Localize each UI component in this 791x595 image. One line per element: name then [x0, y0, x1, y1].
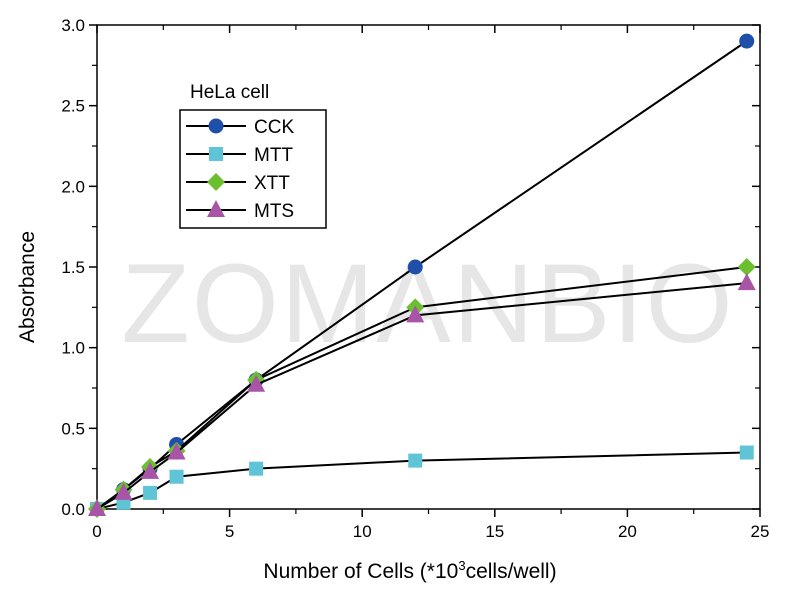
x-tick-label: 25	[751, 522, 770, 541]
legend-marker	[207, 173, 225, 191]
y-tick-label: 0.5	[61, 419, 85, 438]
series-mts	[88, 273, 756, 516]
data-point	[407, 259, 423, 275]
data-point	[141, 461, 160, 479]
axes: 0 5 10 15 20 25 0.0 0.5 1.0 1.5 2.0 2.5 3.0	[61, 16, 769, 541]
legend-entry: CCK	[186, 117, 294, 138]
data-point	[247, 374, 266, 392]
data-point	[167, 442, 186, 460]
x-axis-label: Number of Cells (*103cells/well)	[263, 558, 556, 583]
legend-title: HeLa cell	[190, 82, 269, 103]
y-tick-label: 0.0	[61, 500, 85, 519]
y-tick-label: 1.0	[61, 339, 85, 358]
legend-entry: MTT	[186, 145, 293, 166]
legend-label: MTT	[254, 145, 293, 166]
data-point	[737, 258, 756, 276]
data-point	[88, 499, 106, 516]
data-point	[737, 273, 756, 291]
legend-marker	[209, 147, 223, 161]
x-tick-label: 10	[353, 522, 372, 541]
legend-entry: MTS	[186, 200, 294, 222]
data-point	[739, 445, 754, 460]
data-point	[143, 485, 158, 500]
watermark: ZOMANBIO	[121, 241, 734, 366]
data-point	[169, 469, 184, 484]
legend-label: XTT	[254, 173, 290, 194]
legend-entry: XTT	[186, 173, 290, 194]
series-group	[88, 33, 756, 518]
legend-label: MTS	[254, 201, 294, 222]
y-tick-label: 3.0	[61, 16, 85, 35]
series-mtt	[90, 445, 754, 516]
y-tick-label: 2.5	[61, 97, 85, 116]
data-point	[249, 461, 264, 476]
data-point	[114, 482, 133, 500]
legend-marker	[207, 200, 225, 217]
y-axis-label: Absorbance	[16, 231, 39, 343]
x-tick-label: 20	[618, 522, 637, 541]
legend-label: CCK	[254, 117, 294, 138]
x-tick-label: 5	[225, 522, 234, 541]
y-tick-label: 2.0	[61, 177, 85, 196]
legend-marker	[208, 118, 224, 134]
data-point	[408, 453, 423, 468]
legend-box	[179, 109, 327, 229]
x-tick-label: 15	[485, 522, 504, 541]
data-point	[739, 33, 755, 49]
y-tick-label: 1.5	[61, 258, 85, 277]
x-tick-label: 0	[92, 522, 101, 541]
legend: HeLa cell CCK MTT XTT MTS	[179, 82, 327, 229]
data-point	[406, 305, 425, 323]
